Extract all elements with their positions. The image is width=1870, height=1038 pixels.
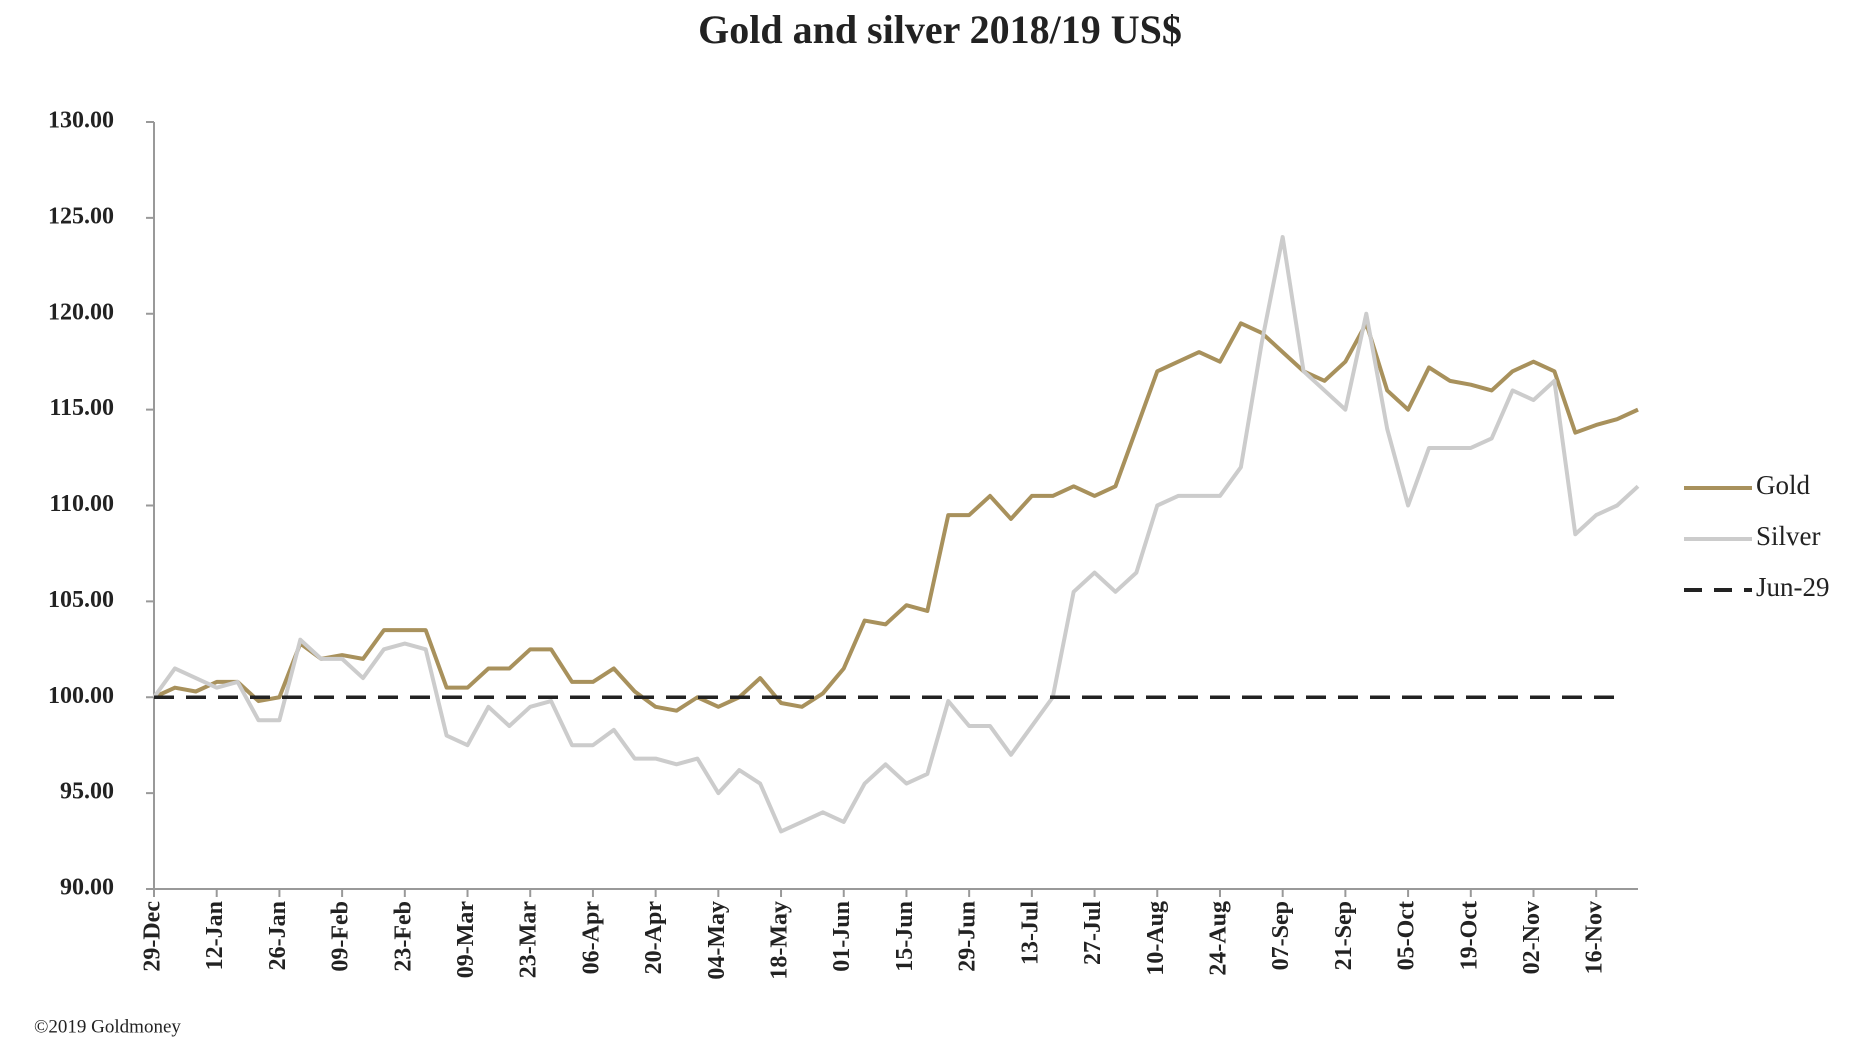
x-tick-label: 02-Nov [1519, 901, 1545, 974]
y-tick-label: 90.00 [60, 875, 114, 901]
chart-title: Gold and silver 2018/19 US$ [698, 7, 1182, 52]
y-tick-label: 125.00 [48, 203, 114, 229]
y-tick-label: 130.00 [48, 108, 114, 134]
y-tick-label: 100.00 [48, 683, 114, 709]
x-tick-label: 23-Feb [390, 901, 416, 972]
series-line [152, 235, 1640, 834]
series-line [153, 321, 1639, 713]
x-tick-label: 09-Mar [453, 901, 479, 979]
y-tick-label: 110.00 [49, 491, 114, 517]
y-tick-label: 105.00 [48, 587, 114, 613]
x-tick-label: 06-Apr [578, 901, 604, 975]
x-tick-label: 21-Sep [1331, 901, 1357, 970]
x-tick-label: 12-Jan [202, 901, 228, 970]
source: ©2019 Goldmoney [34, 1016, 181, 1037]
y-tick-label: 120.00 [48, 299, 114, 325]
x-tick-label: 07-Sep [1268, 901, 1294, 970]
x-tick-label: 27-Jul [1080, 901, 1106, 965]
y-tick-label: 95.00 [60, 779, 114, 805]
x-tick-label: 01-Jun [829, 901, 855, 972]
x-tick-label: 13-Jul [1017, 901, 1043, 965]
x-tick-label: 29-Dec [140, 901, 166, 972]
legend-label: Silver [1756, 521, 1821, 551]
x-tick-label: 23-Mar [516, 901, 542, 979]
x-tick-label: 10-Aug [1143, 901, 1169, 976]
x-tick-label: 16-Nov [1582, 901, 1608, 974]
x-tick-label: 04-May [704, 901, 730, 980]
x-tick-label: 26-Jan [265, 901, 291, 970]
x-tick-label: 24-Aug [1205, 901, 1231, 976]
x-tick-label: 29-Jun [955, 901, 981, 972]
x-tick-label: 20-Apr [641, 901, 667, 975]
legend-label: Gold [1756, 470, 1811, 500]
x-tick-label: 15-Jun [892, 901, 918, 972]
x-tick-label: 18-May [767, 901, 793, 980]
legend-label: Jun-29 [1756, 572, 1830, 602]
x-tick-label: 05-Oct [1394, 901, 1420, 970]
y-tick-label: 115.00 [49, 395, 114, 421]
x-tick-label: 09-Feb [328, 901, 354, 972]
x-tick-label: 19-Oct [1456, 901, 1482, 970]
